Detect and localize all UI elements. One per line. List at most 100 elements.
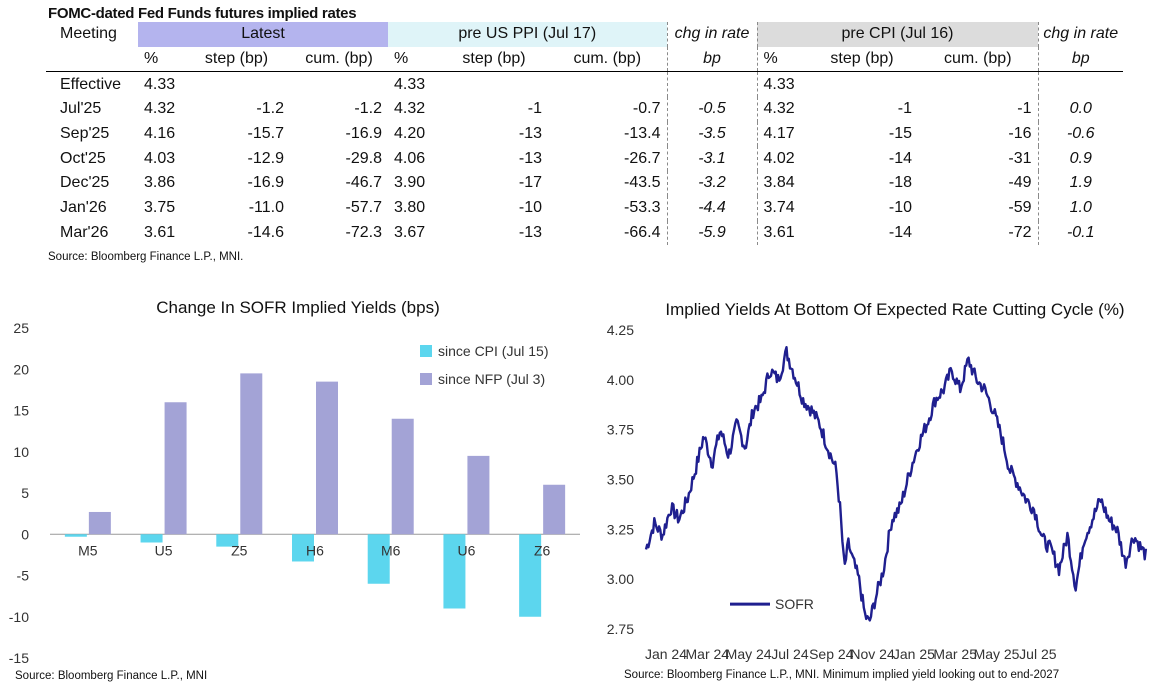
meeting-cell: Dec'25 <box>60 174 110 192</box>
rate-cell: 4.32 <box>763 100 795 118</box>
x-tick-label: Nov 24 <box>850 646 895 662</box>
rate-cell: 4.33 <box>144 75 176 93</box>
rate-cell <box>918 71 1039 98</box>
bar-since-nfp <box>316 381 338 535</box>
rate-cell: 3.90 <box>394 174 426 192</box>
bar-chart-title: Change In SOFR Implied Yields (bps) <box>156 298 440 317</box>
x-tick-label: H6 <box>306 542 324 558</box>
meeting-cell: Jul'25 <box>60 100 102 118</box>
rate-cell: -3.1 <box>667 146 758 172</box>
rate-cell <box>183 72 290 97</box>
rate-cell: 4.20 <box>394 125 426 143</box>
x-tick-label: M6 <box>381 542 401 558</box>
bar-since-cpi <box>443 534 466 609</box>
x-tick-label: Mar 25 <box>933 646 977 662</box>
y-tick-label: 25 <box>13 320 29 336</box>
pre-ppi-group-header: pre US PPI (Jul 17) <box>388 22 668 47</box>
y-tick-label: 2.75 <box>607 621 634 637</box>
table-title: FOMC-dated Fed Funds futures implied rat… <box>48 5 357 22</box>
x-tick-label: May 24 <box>726 646 772 662</box>
sub-header: step (bp) <box>440 46 548 73</box>
rate-cell: 4.03 <box>144 149 176 167</box>
x-tick-label: Jul 24 <box>771 646 809 662</box>
x-tick-label: May 25 <box>974 646 1020 662</box>
sub-header: cum. (bp) <box>290 46 388 73</box>
rate-cell: -17 <box>518 174 542 192</box>
sub-header-row: % step (bp) cum. (bp) % step (bp) cum. (… <box>46 46 1123 73</box>
x-tick-label: Mar 24 <box>686 646 730 662</box>
sub-header: % <box>138 46 183 73</box>
rate-cell: -1 <box>527 100 542 118</box>
rate-cell: -3.2 <box>667 171 758 196</box>
rate-cell: -10 <box>888 199 912 217</box>
rates-table: Meeting Latest pre US PPI (Jul 17) chg i… <box>46 22 1123 246</box>
rate-cell: -26.7 <box>548 146 668 172</box>
rate-cell: -13 <box>518 223 542 241</box>
rate-cell: -12.9 <box>247 149 284 167</box>
rate-cell: -46.7 <box>345 174 382 192</box>
rate-cell: 3.61 <box>144 223 176 241</box>
sub-header: bp <box>1038 46 1123 73</box>
rate-cell: 3.84 <box>763 174 795 192</box>
rate-cell: -4.4 <box>667 195 758 221</box>
y-tick-label: 20 <box>13 361 29 377</box>
rate-cell: -72.3 <box>345 223 382 241</box>
x-tick-label: Z6 <box>534 542 551 558</box>
bar-since-nfp <box>240 373 263 535</box>
rate-cell: 0.0 <box>1069 100 1092 118</box>
rate-cell: -0.5 <box>667 97 758 122</box>
rate-cell <box>548 71 668 98</box>
rate-cell: -13 <box>518 125 542 143</box>
table-source: Source: Bloomberg Finance L.P., MNI. <box>48 251 244 263</box>
y-tick-label: 15 <box>13 403 29 419</box>
latest-group-header: Latest <box>138 22 388 47</box>
rate-cell: 3.74 <box>763 199 795 217</box>
meeting-header: Meeting <box>60 25 117 43</box>
meeting-cell: Effective <box>60 75 122 93</box>
rate-cell: 0.9 <box>1069 149 1092 167</box>
rate-cell: -31 <box>918 146 1039 172</box>
rate-cell: -59 <box>918 195 1039 221</box>
sofr-line <box>644 346 1148 622</box>
bar-since-cpi <box>292 534 314 562</box>
bar-since-cpi <box>64 534 87 537</box>
legend-label: since NFP (Jul 3) <box>438 371 545 387</box>
group-header-row: Meeting Latest pre US PPI (Jul 17) chg i… <box>46 22 1123 47</box>
x-tick-label: Sep 24 <box>809 646 854 662</box>
table-row: Dec'25 3.86 -16.9 -46.7 3.90 -17 -43.5 -3.2 3.84… <box>46 171 1123 196</box>
rate-cell: -0.7 <box>548 97 668 122</box>
meeting-cell: Oct'25 <box>60 149 106 167</box>
legend-swatch <box>420 345 432 357</box>
rate-cell: 4.33 <box>394 75 426 93</box>
sub-header: cum. (bp) <box>548 46 668 73</box>
rate-cell: -15.7 <box>247 125 284 143</box>
y-tick-label: 4.25 <box>607 322 634 338</box>
y-tick-label: 3.75 <box>607 422 634 438</box>
bar-chart: -15 -10 -5 0 5 10 15 20 25 M5 U5 Z5 H6 M6 U6 Z6 since CP… <box>9 320 580 666</box>
rate-cell: -16.9 <box>345 125 382 143</box>
bar-since-nfp <box>164 402 187 535</box>
y-tick-label: 5 <box>21 485 29 501</box>
rate-cell: -0.1 <box>1066 223 1095 241</box>
table-row: Sep'25 4.16 -15.7 -16.9 4.20 -13 -13.4 -3.5 4.17… <box>46 121 1123 147</box>
rate-cell: -0.6 <box>1066 125 1095 143</box>
chg-header: chg in rate <box>667 22 758 47</box>
legend-swatch <box>420 373 432 385</box>
table-row: Mar'26 3.61 -14.6 -72.3 3.67 -13 -66.4 -5.9 3.61… <box>46 220 1123 246</box>
line-chart-title: Implied Yields At Bottom Of Expected Rat… <box>665 300 1125 319</box>
rate-cell: -1 <box>918 97 1039 122</box>
rate-cell: -3.5 <box>667 121 758 147</box>
bar-since-cpi <box>216 534 239 547</box>
y-tick-label: 3.00 <box>607 571 634 587</box>
y-tick-label: -10 <box>9 609 29 625</box>
rate-cell: 1.9 <box>1069 174 1092 192</box>
rate-cell <box>667 71 758 98</box>
rate-cell <box>440 72 548 97</box>
rate-cell: -18 <box>888 174 912 192</box>
legend-label: since CPI (Jul 15) <box>438 343 548 359</box>
table-row: Jan'26 3.75 -11.0 -57.7 3.80 -10 -53.3 -4.4 3.74… <box>46 195 1123 221</box>
meeting-cell: Jan'26 <box>60 199 107 217</box>
table-row: Oct'25 4.03 -12.9 -29.8 4.06 -13 -26.7 -3.1 4.02… <box>46 146 1123 172</box>
sub-header: % <box>757 46 806 73</box>
rate-cell: -1.2 <box>354 100 382 118</box>
